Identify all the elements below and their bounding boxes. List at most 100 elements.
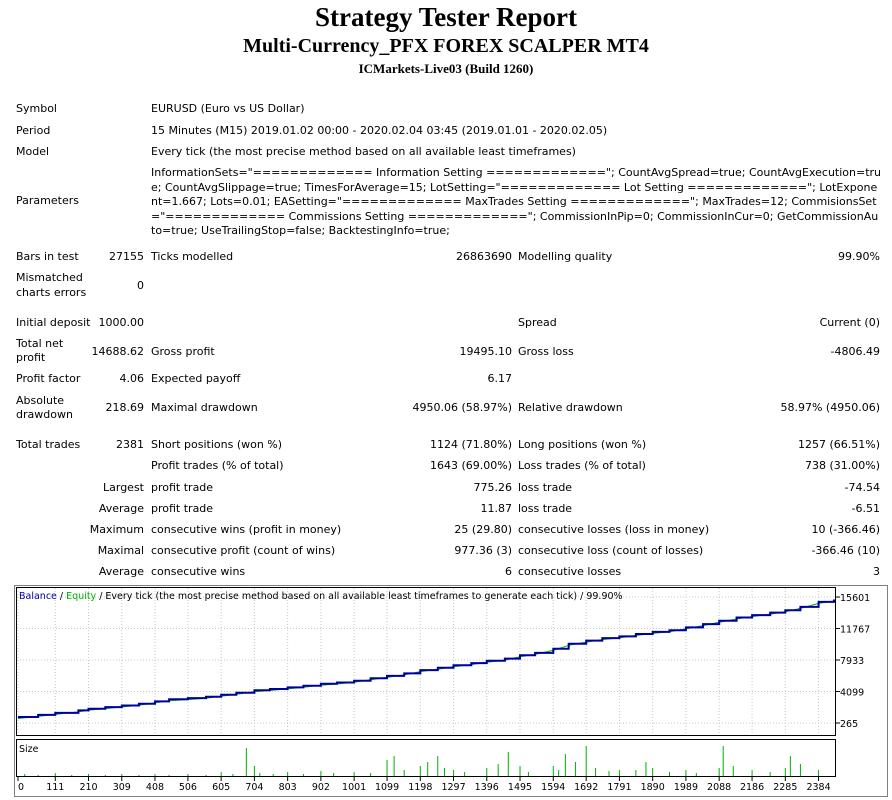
x-tick-label: 1099	[375, 782, 399, 793]
chart-legend: Balance / Equity / Every tick (the most …	[19, 591, 623, 602]
short-positions-label: Short positions (won %)	[151, 438, 283, 451]
loss-trades-value: 738 (31.00%)	[804, 459, 880, 472]
maximal-consecutive-loss-value: -366.46 (10)	[811, 544, 880, 557]
largest-profit-label: profit trade	[151, 481, 214, 494]
abs-drawdown-value: 218.69	[105, 401, 145, 414]
parameters-label: Parameters	[16, 194, 79, 207]
x-tick-label: 1594	[541, 782, 565, 793]
balance-line	[18, 599, 835, 718]
long-positions-value: 1257 (66.51%)	[797, 438, 880, 451]
x-tick-label: 1396	[475, 782, 499, 793]
mismatch-label-2: charts errors	[16, 286, 87, 299]
spread-label: Spread	[518, 316, 557, 329]
max-consecutive-losses-label: consecutive losses (loss in money)	[518, 523, 710, 536]
profit-trades-label: Profit trades (% of total)	[151, 459, 284, 472]
max-drawdown-label: Maximal drawdown	[151, 401, 258, 414]
maximal-label: Maximal	[97, 544, 144, 557]
largest-loss-value: -74.54	[844, 481, 880, 494]
x-tick-label: 111	[46, 782, 64, 793]
y-tick-label: 15601	[840, 593, 870, 604]
x-axis-ticks: 0 111 210 309 408 506 605 704 803 902 1001 1099 1198…	[17, 777, 831, 793]
x-tick-label: 0	[18, 782, 24, 793]
average-consecutive-wins-value: 6	[505, 565, 512, 578]
server-info: ICMarkets-Live03 (Build 1260)	[358, 61, 534, 76]
x-tick-label: 1791	[607, 782, 631, 793]
mismatch-value: 0	[137, 279, 144, 292]
ticks-label: Ticks modelled	[151, 250, 234, 263]
largest-loss-label: loss trade	[518, 481, 573, 494]
rel-drawdown-label: Relative drawdown	[518, 401, 623, 414]
gross-loss-label: Gross loss	[518, 345, 574, 358]
loss-trades-label: Loss trades (% of total)	[518, 459, 646, 472]
rel-drawdown-value: 58.97% (4950.06)	[780, 401, 880, 414]
main-plot-area	[16, 587, 836, 736]
largest-label: Largest	[103, 481, 144, 494]
x-tick-label: 1692	[574, 782, 598, 793]
x-tick-label: 506	[179, 782, 197, 793]
ticks-value: 26863690	[456, 250, 512, 263]
model-label: Model	[16, 145, 50, 158]
total-trades-label: Total trades	[16, 438, 81, 451]
period-label: Period	[16, 124, 51, 137]
max-consecutive-wins-value: 25 (29.80)	[454, 523, 512, 536]
average-consecutive-losses-value: 3	[873, 565, 880, 578]
size-label: Size	[19, 744, 39, 755]
y-tick-label: 4099	[840, 688, 864, 699]
profit-factor-value: 4.06	[119, 372, 145, 385]
y-tick-label: 265	[840, 719, 858, 730]
expected-payoff-value: 6.17	[487, 372, 513, 385]
maximal-consecutive-profit-value: 977.36 (3)	[454, 544, 512, 557]
mismatch-label-1: Mismatched	[16, 271, 83, 284]
short-positions-value: 1124 (71.80%)	[429, 438, 512, 451]
x-tick-label: 1198	[408, 782, 432, 793]
total-trades-value: 2381	[116, 438, 144, 451]
x-tick-label: 902	[312, 782, 330, 793]
x-tick-label: 408	[146, 782, 164, 793]
x-tick-label: 1495	[508, 782, 532, 793]
x-tick-label: 1297	[441, 782, 465, 793]
profit-factor-label: Profit factor	[16, 372, 81, 385]
y-axis-ticks: 15601 11767 7933 4099 265	[836, 593, 870, 730]
chart-grid	[17, 588, 835, 735]
net-profit-label-1: Total net	[16, 337, 64, 350]
x-tick-label: 2088	[707, 782, 731, 793]
x-tick-label: 704	[245, 782, 263, 793]
x-tick-label: 1989	[674, 782, 698, 793]
legend-equity: Equity	[66, 591, 96, 602]
bars-value: 27155	[109, 250, 144, 263]
legend-separator: /	[57, 591, 66, 602]
x-tick-label: 1001	[342, 782, 366, 793]
legend-balance: Balance	[19, 591, 57, 602]
net-profit-label-2: profit	[16, 351, 46, 364]
x-tick-label: 2285	[773, 782, 797, 793]
abs-drawdown-label-2: drawdown	[16, 408, 73, 421]
y-tick-label: 7933	[840, 656, 864, 667]
expert-name: Multi-Currency_PFX FOREX SCALPER MT4	[243, 35, 649, 57]
balance-chart: Balance / Equity / Every tick (the most …	[14, 585, 888, 797]
report-title: Strategy Tester Report	[315, 2, 577, 32]
max-consecutive-wins-label: consecutive wins (profit in money)	[151, 523, 342, 536]
bars-label: Bars in test	[16, 250, 79, 263]
x-tick-label: 1890	[641, 782, 665, 793]
model-value: Every tick (the most precise method base…	[151, 145, 576, 158]
legend-description: / Every tick (the most precise method ba…	[96, 591, 622, 602]
max-drawdown-value: 4950.06 (58.97%)	[412, 401, 512, 414]
size-bars	[24, 746, 820, 776]
x-tick-label: 210	[79, 782, 97, 793]
net-profit-value: 14688.62	[91, 345, 145, 358]
period-value: 15 Minutes (M15) 2019.01.02 00:00 - 2020…	[151, 124, 608, 137]
x-tick-label: 803	[279, 782, 297, 793]
gross-profit-value: 19495.10	[459, 345, 513, 358]
average-label: Average	[98, 502, 144, 515]
x-tick-label: 2384	[806, 782, 830, 793]
abs-drawdown-label-1: Absolute	[16, 394, 65, 407]
deposit-value: 1000.00	[98, 316, 145, 329]
maximal-consecutive-profit-label: consecutive profit (count of wins)	[151, 544, 336, 557]
parameters-value: InformationSets="============= Informati…	[151, 166, 882, 237]
x-tick-label: 605	[212, 782, 230, 793]
average-consecutive-wins-label: consecutive wins	[151, 565, 246, 578]
maximum-label: Maximum	[89, 523, 144, 536]
deposit-label: Initial deposit	[16, 316, 91, 329]
symbol-label: Symbol	[16, 102, 57, 115]
y-tick-label: 11767	[840, 625, 870, 636]
